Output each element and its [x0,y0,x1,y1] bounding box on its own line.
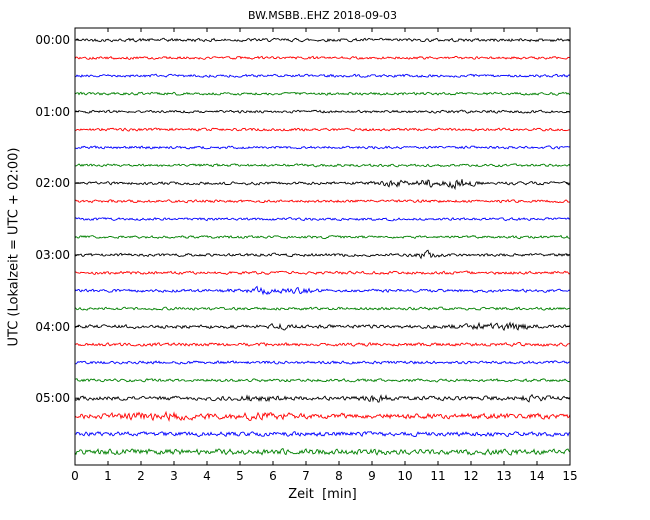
x-tick-label: 15 [562,469,578,483]
seismogram-trace-00:30 [74,73,571,78]
seismogram-trace-01:30 [74,145,571,150]
x-tick-label: 8 [335,469,343,483]
seismogram-trace-01:15 [74,127,570,132]
axes-frame [74,27,571,466]
x-tick-label: 13 [496,469,512,483]
x-tick-label: 3 [170,469,178,483]
seismogram-trace-00:00 [74,37,571,43]
chart-title: BW.MSBB..EHZ 2018-09-03 [247,9,397,22]
x-tick-label: 2 [137,469,145,483]
x-tick-label: 4 [203,469,211,483]
x-tick-label: 7 [302,469,310,483]
seismogram-trace-03:15 [74,270,571,276]
x-tick-label: 1 [104,469,112,483]
seismogram-trace-02:30 [74,217,571,222]
x-tick-label: 6 [269,469,277,483]
x-tick-label: 12 [463,469,479,483]
seismogram-trace-04:15 [74,342,571,347]
y-axis-label: UTC (Lokalzeit = UTC + 02:00) [6,147,22,347]
seismogram-trace-04:00 [74,321,571,332]
seismogram-trace-02:15 [74,199,571,204]
y-tick-label: 02:00 [35,176,70,191]
seismogram-trace-00:45 [74,91,571,96]
x-tick-label: 0 [71,469,79,483]
seismogram-trace-02:00 [74,179,571,191]
x-tick-label: 14 [529,469,545,483]
seismogram-trace-01:45 [74,163,571,168]
seismogram-trace-04:30 [74,360,571,365]
seismogram-trace-02:45 [74,234,571,240]
y-tick-label: 00:00 [35,33,70,47]
seismogram-trace-01:00 [74,109,571,114]
y-tick-label: 03:00 [35,247,70,262]
x-tick-label: 5 [236,469,244,483]
x-axis-label: Zeit [min] [288,487,357,502]
seismogram-trace-03:45 [74,306,571,311]
seismogram-trace-00:15 [74,55,571,60]
x-tick-label: 9 [368,469,376,483]
seismogram-trace-05:30 [74,431,571,438]
y-tick-label: 04:00 [35,319,70,334]
seismogram-trace-05:00 [74,393,571,403]
seismogram-trace-05:45 [74,448,571,456]
y-tick-label: 01:00 [35,104,70,119]
x-tick-label: 11 [430,469,446,483]
x-tick-label: 10 [397,469,413,483]
seismogram-trace-03:30 [74,285,571,296]
y-tick-label: 05:00 [35,391,70,406]
seismogram-trace-04:45 [74,378,571,383]
seismogram-trace-05:15 [74,410,571,422]
seismogram-trace-03:00 [74,249,571,260]
